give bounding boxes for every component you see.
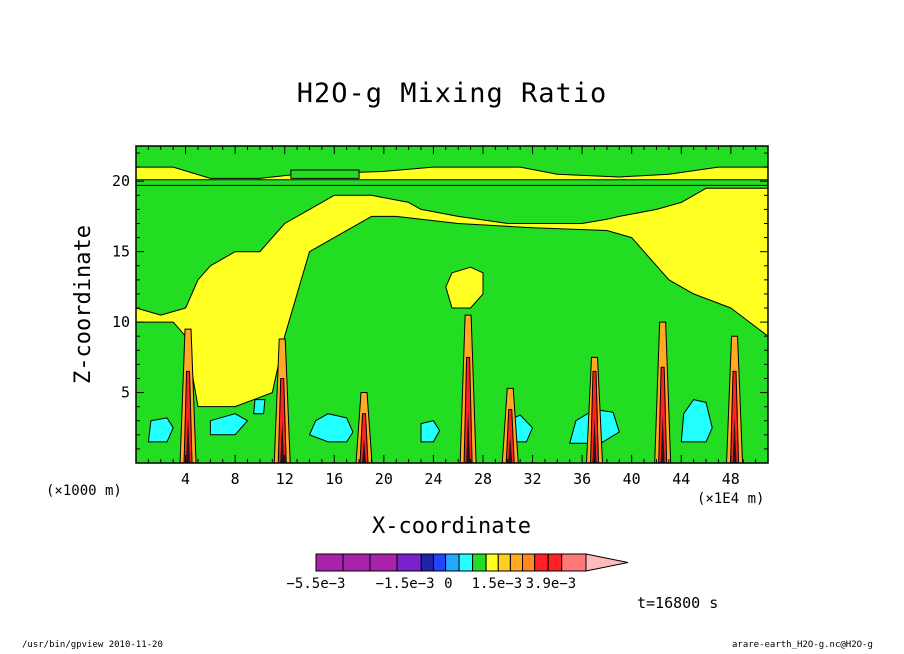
contour-region-green-5	[290, 169, 360, 179]
colorbar-tick-label: −5.5e−3	[286, 576, 345, 592]
contour-region-cyan-11	[680, 399, 713, 443]
colorbar-tick-label: 3.9e−3	[526, 576, 577, 592]
x-tick-label: 28	[474, 470, 492, 488]
tower-base	[466, 410, 471, 463]
x-unit-label-left: (×1000 m)	[46, 483, 122, 499]
y-tick-label: 20	[112, 172, 130, 190]
colorbar-segment	[485, 553, 499, 572]
x-tick-label: 44	[672, 470, 690, 488]
colorbar-tick-label: 1.5e−3	[472, 576, 523, 592]
colorbar-arrow	[585, 553, 629, 572]
convective-tower-5	[586, 356, 604, 463]
convective-tower-6	[654, 321, 672, 463]
colorbar-segment	[420, 553, 434, 572]
contour-region-green-6	[136, 179, 768, 186]
colorbar-segment	[561, 553, 587, 572]
convective-tower-3	[459, 314, 477, 463]
contour-region-cyan-12	[209, 413, 248, 436]
convective-tower-7	[726, 335, 744, 463]
colorbar-segment	[342, 553, 371, 572]
x-tick-label: 8	[231, 470, 240, 488]
contour-region-yellow-2	[445, 266, 484, 309]
colorbar-tick-label: −1.5e−3	[376, 576, 435, 592]
x-tick-label: 32	[524, 470, 542, 488]
colorbar-segment	[509, 553, 524, 572]
x-tick-label: 36	[573, 470, 591, 488]
footer-left: /usr/bin/gpview 2010-11-20	[22, 640, 163, 650]
plot-frame	[135, 145, 769, 464]
colorbar-segment	[445, 553, 460, 572]
x-axis-label: X-coordinate	[372, 514, 531, 539]
colorbar: −5.5e−3 −1.5e−3 0 1.5e−3 3.9e−3	[286, 553, 629, 592]
contour-region-cyan-13	[147, 417, 174, 443]
tower-base	[508, 436, 513, 463]
chart-title: H2O-g Mixing Ratio	[296, 78, 608, 109]
tower-base	[660, 415, 665, 463]
convective-tower-4	[501, 387, 519, 463]
tower-core	[505, 408, 515, 463]
convective-tower-0	[179, 328, 197, 463]
contour-region-cyan-8	[420, 420, 441, 443]
colorbar-segment	[396, 553, 422, 572]
colorbar-segment	[534, 553, 549, 572]
tower-base	[732, 417, 737, 463]
colorbar-segment	[315, 553, 344, 572]
contour-region-green-1	[136, 215, 768, 463]
plot-area	[136, 146, 768, 463]
x-tick-label: 12	[276, 470, 294, 488]
y-tick-label: 10	[112, 313, 130, 331]
colorbar-segment	[458, 553, 474, 572]
tower-base	[186, 417, 191, 463]
x-tick-label: 24	[424, 470, 442, 488]
tower-base	[362, 438, 367, 463]
x-tick-label: 48	[722, 470, 740, 488]
footer-right: arare-earth_H2O-g.nc@H2O-g	[732, 640, 873, 650]
y-tick-label: 5	[121, 384, 130, 402]
colorbar-segment	[369, 553, 398, 572]
colorbar-segment	[497, 553, 511, 572]
x-unit-label-right: (×1E4 m)	[697, 491, 765, 507]
contour-region-cyan-14	[253, 399, 266, 415]
x-tick-label: 40	[623, 470, 641, 488]
tower-base	[592, 417, 597, 463]
colorbar-segment	[522, 553, 536, 572]
x-tick-label: 4	[181, 470, 190, 488]
colorbar-segment	[432, 553, 447, 572]
x-tick-label: 16	[325, 470, 343, 488]
x-tick-label: 20	[375, 470, 393, 488]
convective-tower-2	[355, 392, 373, 463]
colorbar-segment	[472, 553, 487, 572]
convective-tower-1	[273, 338, 291, 463]
y-tick-label: 15	[112, 243, 130, 261]
tower-base	[280, 420, 285, 463]
contour-region-cyan-7	[309, 413, 354, 443]
colorbar-tick-label: 0	[444, 576, 452, 592]
time-label: t=16800 s	[637, 594, 719, 612]
colorbar-segment	[547, 553, 563, 572]
